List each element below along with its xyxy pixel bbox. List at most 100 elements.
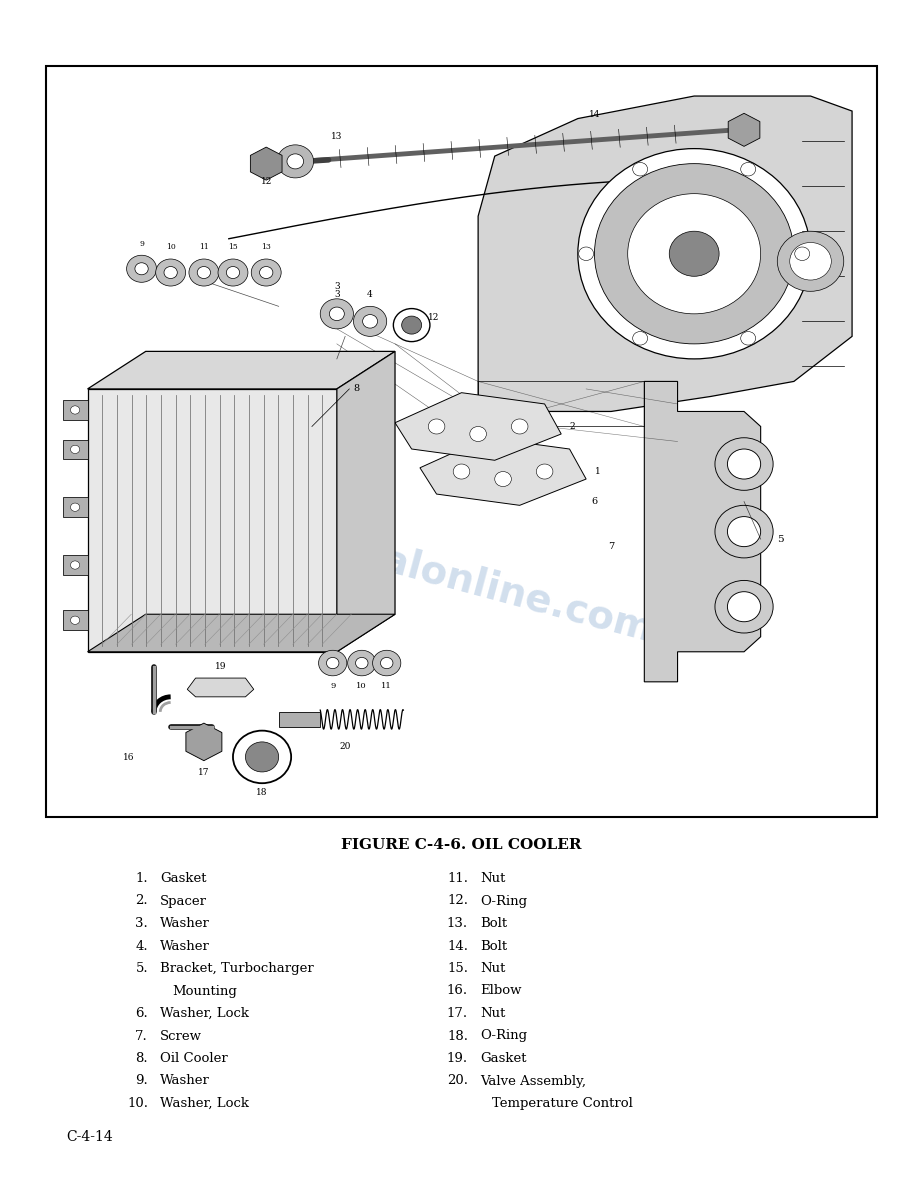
Circle shape <box>594 163 794 343</box>
Circle shape <box>134 263 148 275</box>
Circle shape <box>251 259 281 287</box>
Text: 19.: 19. <box>447 1053 468 1064</box>
Circle shape <box>126 256 157 282</box>
Text: Bolt: Bolt <box>480 916 507 929</box>
Text: 19: 19 <box>215 662 227 670</box>
Polygon shape <box>63 400 87 419</box>
Polygon shape <box>87 614 395 651</box>
Text: 14: 14 <box>589 110 600 118</box>
Text: Nut: Nut <box>480 1008 506 1019</box>
Circle shape <box>728 449 761 480</box>
Text: Screw: Screw <box>160 1030 202 1042</box>
Circle shape <box>245 742 279 772</box>
Circle shape <box>402 316 422 334</box>
Text: 11.: 11. <box>447 871 468 884</box>
Text: 2.: 2. <box>135 894 148 907</box>
Text: Mounting: Mounting <box>172 985 237 997</box>
Polygon shape <box>645 381 761 682</box>
Circle shape <box>740 162 755 176</box>
Text: 15: 15 <box>228 244 238 251</box>
Text: 15.: 15. <box>447 961 468 974</box>
Circle shape <box>347 650 376 676</box>
Circle shape <box>578 247 594 260</box>
Text: 13: 13 <box>262 244 271 251</box>
Text: 1: 1 <box>594 466 600 476</box>
Circle shape <box>715 580 773 633</box>
Text: 3.: 3. <box>135 916 148 929</box>
Text: 9: 9 <box>139 239 144 247</box>
Text: Elbow: Elbow <box>480 985 521 997</box>
Circle shape <box>453 464 470 480</box>
Text: 13: 13 <box>332 133 343 141</box>
Circle shape <box>330 307 344 321</box>
Circle shape <box>380 657 393 669</box>
Circle shape <box>287 154 304 169</box>
Polygon shape <box>187 678 254 697</box>
Circle shape <box>633 332 647 345</box>
Text: Gasket: Gasket <box>480 1053 527 1064</box>
Circle shape <box>363 315 378 328</box>
Text: 17: 17 <box>198 768 210 777</box>
Text: 8: 8 <box>354 385 359 393</box>
Text: O-Ring: O-Ring <box>480 894 527 907</box>
Text: 9.: 9. <box>135 1075 148 1087</box>
Text: 16: 16 <box>123 753 134 762</box>
Circle shape <box>670 231 719 276</box>
Circle shape <box>277 144 313 178</box>
Text: 9: 9 <box>330 682 335 690</box>
Circle shape <box>356 657 368 669</box>
Text: O-Ring: O-Ring <box>480 1030 527 1042</box>
Text: 7.: 7. <box>135 1030 148 1042</box>
Text: 13.: 13. <box>447 916 468 929</box>
Text: Washer: Washer <box>160 916 210 929</box>
Circle shape <box>326 657 339 669</box>
Circle shape <box>71 503 79 511</box>
Circle shape <box>71 561 79 570</box>
Circle shape <box>71 616 79 624</box>
Text: 6.: 6. <box>135 1008 148 1019</box>
Text: Washer, Lock: Washer, Lock <box>160 1008 249 1019</box>
Text: 1.: 1. <box>135 871 148 884</box>
Circle shape <box>715 506 773 558</box>
Circle shape <box>536 464 553 480</box>
Circle shape <box>156 259 186 287</box>
Circle shape <box>577 149 810 359</box>
Circle shape <box>373 650 401 676</box>
Circle shape <box>795 247 810 260</box>
Text: 20: 20 <box>340 742 351 751</box>
Bar <box>46 66 877 817</box>
Polygon shape <box>420 438 586 506</box>
Text: 3: 3 <box>334 282 340 291</box>
Circle shape <box>628 194 761 314</box>
Polygon shape <box>63 497 87 517</box>
Text: 2: 2 <box>569 422 575 431</box>
Text: Bracket, Turbocharger: Bracket, Turbocharger <box>160 961 314 974</box>
Text: 3: 3 <box>334 290 340 298</box>
Text: 8.: 8. <box>135 1053 148 1064</box>
Circle shape <box>511 419 528 435</box>
Text: 4.: 4. <box>135 939 148 952</box>
Circle shape <box>321 298 354 329</box>
Circle shape <box>777 231 844 291</box>
Text: 10: 10 <box>166 244 176 251</box>
Circle shape <box>495 471 511 487</box>
Text: 14.: 14. <box>447 939 468 952</box>
Circle shape <box>428 419 445 435</box>
Polygon shape <box>63 555 87 574</box>
Text: 5.: 5. <box>135 961 148 974</box>
Text: Bolt: Bolt <box>480 939 507 952</box>
Text: Valve Assembly,: Valve Assembly, <box>480 1075 586 1087</box>
Text: 10.: 10. <box>127 1098 148 1111</box>
Text: manualonline.com: manualonline.com <box>262 510 659 650</box>
Circle shape <box>71 406 79 414</box>
Polygon shape <box>87 352 395 388</box>
Text: Nut: Nut <box>480 871 506 884</box>
Text: 12: 12 <box>261 178 272 186</box>
Polygon shape <box>63 439 87 459</box>
Text: 7: 7 <box>608 542 614 551</box>
Polygon shape <box>87 388 337 651</box>
Text: 5: 5 <box>777 535 784 543</box>
Text: 16.: 16. <box>447 985 468 997</box>
Circle shape <box>633 162 647 176</box>
Text: 12: 12 <box>428 313 439 322</box>
